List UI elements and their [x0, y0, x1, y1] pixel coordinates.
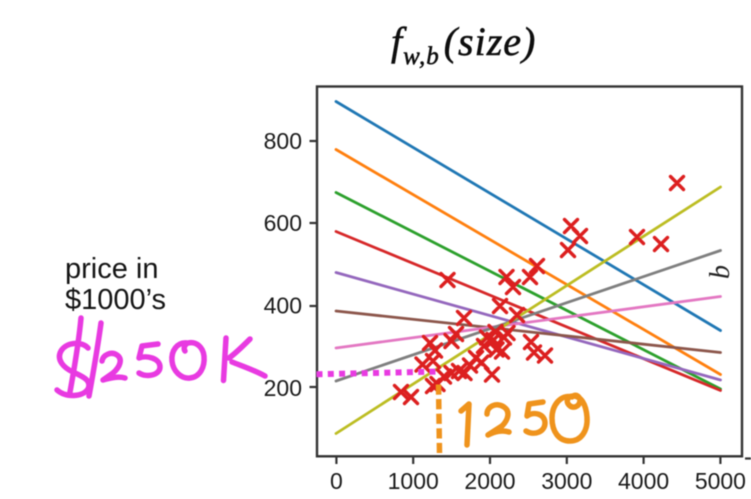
- svg-text:3000: 3000: [541, 468, 592, 494]
- svg-text:5000: 5000: [695, 468, 746, 494]
- svg-text:200: 200: [264, 375, 302, 401]
- svg-text:b: b: [705, 265, 736, 279]
- svg-text:2000: 2000: [464, 468, 515, 494]
- svg-text:1000: 1000: [388, 468, 439, 494]
- svg-text:400: 400: [264, 293, 302, 319]
- svg-text:600: 600: [264, 210, 302, 236]
- svg-text:800: 800: [264, 128, 302, 154]
- svg-text:0: 0: [330, 468, 343, 494]
- svg-text:4000: 4000: [618, 468, 669, 494]
